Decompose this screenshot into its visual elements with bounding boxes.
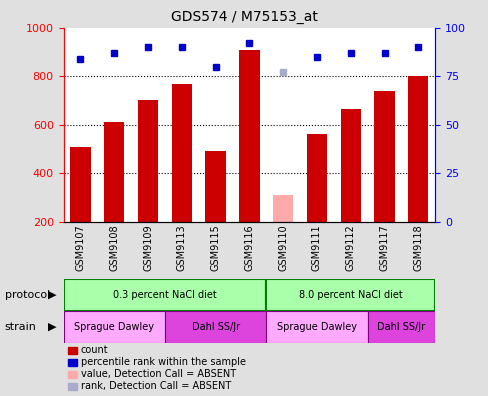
Bar — [272, 195, 293, 222]
Bar — [367, 311, 434, 343]
Text: GSM9116: GSM9116 — [244, 225, 254, 271]
Text: percentile rank within the sample: percentile rank within the sample — [81, 357, 245, 367]
Bar — [171, 84, 192, 222]
Bar — [104, 122, 124, 222]
Text: 0.3 percent NaCl diet: 0.3 percent NaCl diet — [113, 290, 216, 300]
Text: strain: strain — [5, 322, 37, 332]
Text: GSM9118: GSM9118 — [412, 225, 423, 271]
Bar — [239, 50, 259, 222]
Bar — [70, 147, 90, 222]
Bar — [306, 134, 326, 222]
Text: ▶: ▶ — [48, 290, 56, 300]
Bar — [340, 109, 360, 222]
Text: GSM9110: GSM9110 — [278, 225, 287, 271]
Bar — [266, 279, 434, 311]
Bar — [63, 279, 266, 311]
Text: GDS574 / M75153_at: GDS574 / M75153_at — [171, 10, 317, 24]
Bar — [266, 311, 367, 343]
Text: GSM9109: GSM9109 — [143, 225, 153, 271]
Text: GSM9113: GSM9113 — [177, 225, 186, 271]
Text: protocol: protocol — [5, 290, 50, 300]
Bar — [138, 101, 158, 222]
Bar — [374, 91, 394, 222]
Bar — [407, 76, 427, 222]
Text: GSM9107: GSM9107 — [75, 225, 85, 271]
Text: Dahl SS/Jr: Dahl SS/Jr — [191, 322, 239, 332]
Text: GSM9112: GSM9112 — [345, 225, 355, 271]
Text: value, Detection Call = ABSENT: value, Detection Call = ABSENT — [81, 369, 235, 379]
Text: 8.0 percent NaCl diet: 8.0 percent NaCl diet — [298, 290, 402, 300]
Text: GSM9108: GSM9108 — [109, 225, 119, 271]
Text: GSM9117: GSM9117 — [379, 225, 389, 271]
Text: GSM9115: GSM9115 — [210, 225, 220, 271]
Text: count: count — [81, 345, 108, 356]
Text: ▶: ▶ — [48, 322, 56, 332]
Text: Sprague Dawley: Sprague Dawley — [276, 322, 356, 332]
Text: GSM9111: GSM9111 — [311, 225, 321, 271]
Bar — [164, 311, 266, 343]
Bar — [205, 151, 225, 222]
Text: Sprague Dawley: Sprague Dawley — [74, 322, 154, 332]
Text: rank, Detection Call = ABSENT: rank, Detection Call = ABSENT — [81, 381, 230, 391]
Bar — [63, 311, 164, 343]
Text: Dahl SS/Jr: Dahl SS/Jr — [377, 322, 425, 332]
